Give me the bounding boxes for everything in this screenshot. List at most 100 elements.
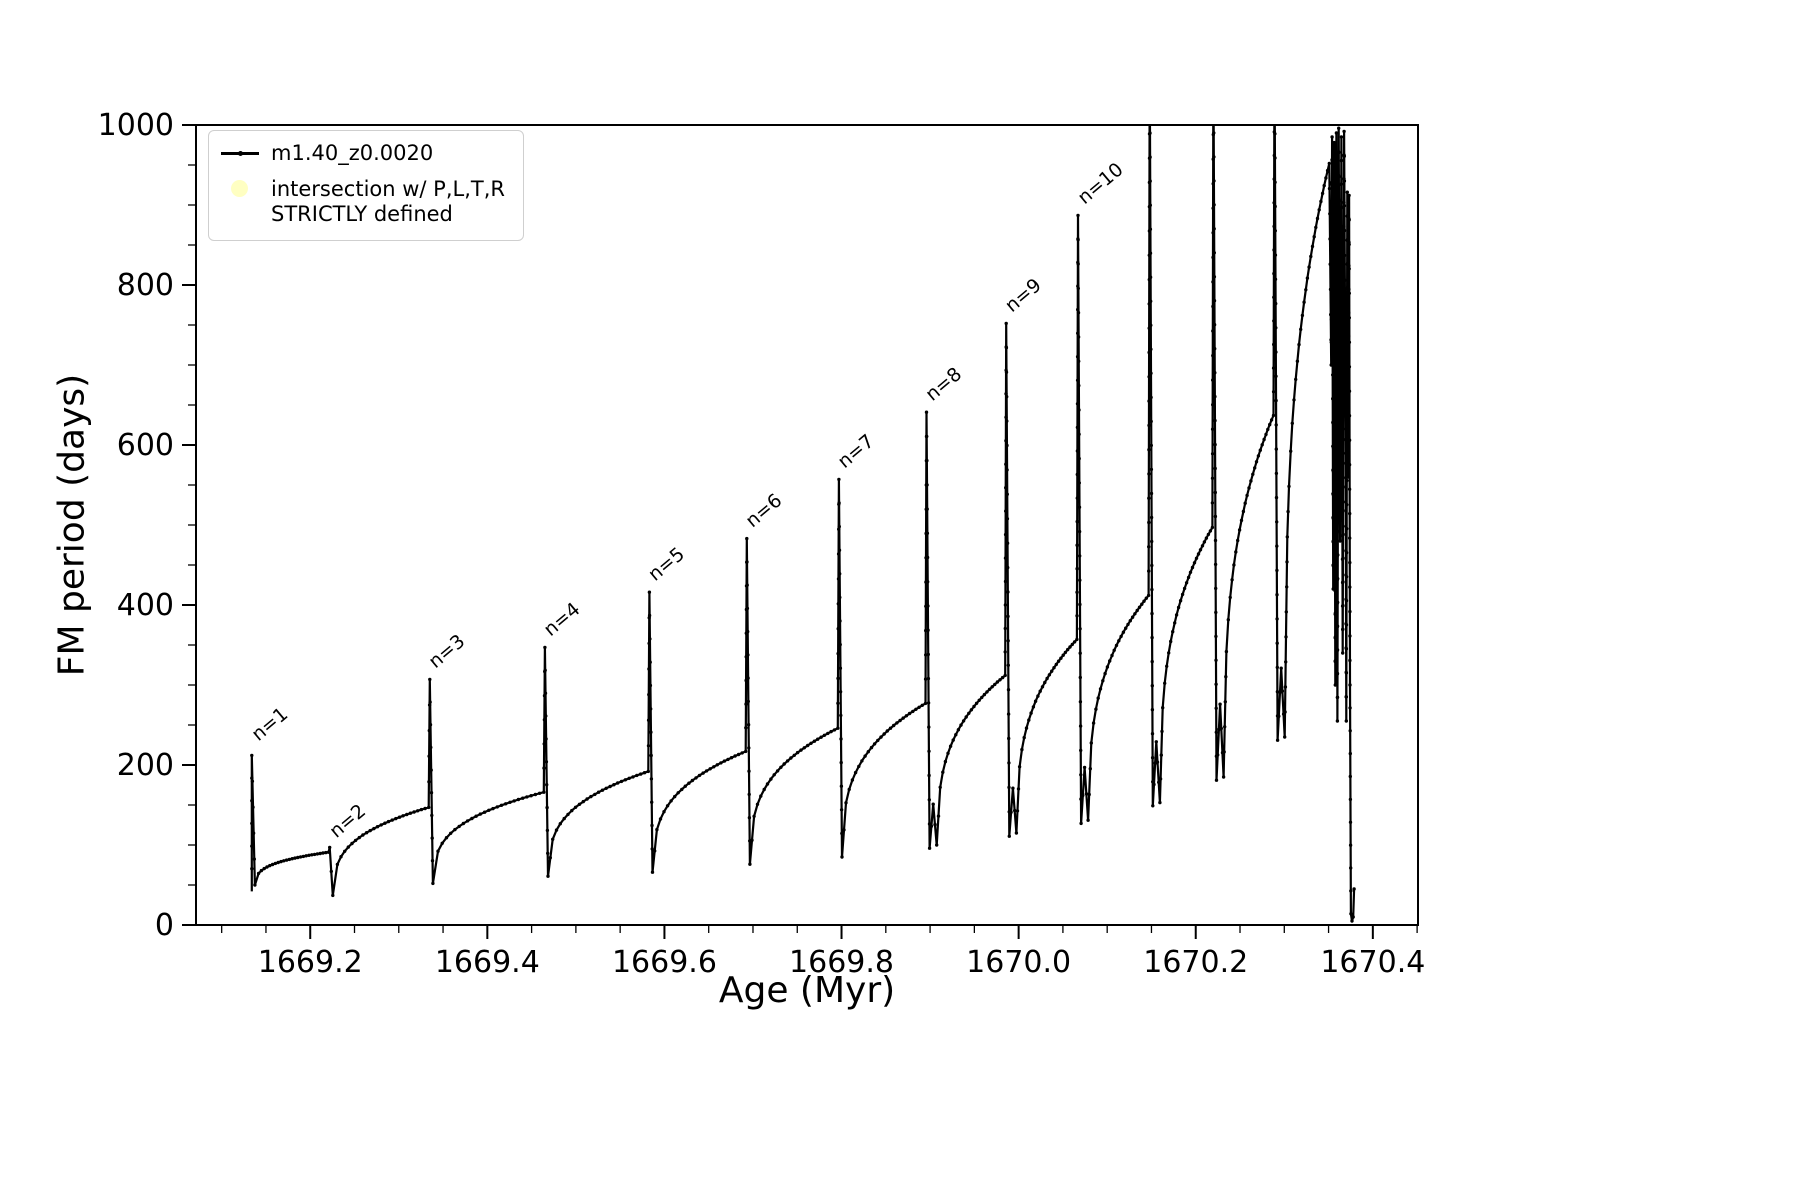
series-marker — [665, 804, 670, 808]
series-marker — [838, 666, 843, 670]
series-marker — [972, 704, 976, 709]
series-marker — [956, 728, 961, 732]
series-marker — [1334, 395, 1338, 399]
series-marker — [1076, 286, 1081, 291]
series-marker — [1105, 665, 1110, 669]
series-marker — [941, 770, 945, 774]
series-marker — [885, 729, 889, 733]
series-marker — [1329, 317, 1334, 322]
series-marker — [925, 507, 929, 511]
series-marker — [1249, 479, 1253, 483]
series-marker — [1128, 619, 1133, 623]
series-marker — [1327, 186, 1332, 191]
series-marker — [1077, 505, 1082, 509]
series-marker — [1054, 662, 1059, 667]
spike-annotation: n=1 — [247, 703, 292, 746]
series-marker — [1339, 349, 1343, 353]
series-marker — [1079, 821, 1083, 826]
y-tick-label: 800 — [117, 268, 174, 303]
y-axis-label: FM period (days) — [51, 373, 93, 677]
series-marker — [1149, 395, 1153, 400]
series-marker — [662, 810, 666, 814]
series-marker — [1273, 83, 1276, 86]
series-marker — [925, 531, 930, 535]
series-marker — [647, 667, 651, 671]
series-marker — [428, 677, 432, 682]
series-marker — [1211, 378, 1215, 382]
series-marker — [745, 583, 749, 587]
series-marker — [1341, 603, 1345, 608]
series-marker — [1253, 466, 1257, 470]
series-marker — [1264, 432, 1268, 437]
series-marker — [1079, 797, 1083, 801]
x-tick-label: 1670.0 — [966, 945, 1071, 980]
series-marker — [1340, 393, 1344, 397]
series-marker — [701, 771, 705, 775]
series-marker — [1345, 527, 1349, 531]
spike-annotation: n=6 — [742, 489, 787, 532]
series-marker — [1186, 575, 1191, 580]
series-marker — [1142, 599, 1146, 603]
series-marker — [1336, 458, 1340, 462]
series-marker — [1211, 304, 1215, 309]
series-marker — [1182, 586, 1187, 591]
series-marker — [1341, 532, 1345, 537]
series-marker — [1273, 59, 1276, 62]
y-tick-label: 200 — [117, 748, 174, 783]
series-marker — [650, 823, 654, 828]
series-marker — [1266, 427, 1270, 432]
series-marker — [1343, 402, 1348, 406]
series-marker — [1214, 730, 1219, 734]
series-marker — [838, 642, 842, 647]
series-marker — [1210, 476, 1215, 480]
series-marker — [1292, 398, 1296, 402]
series-marker — [1341, 580, 1345, 584]
series-marker — [1006, 712, 1011, 716]
series-marker — [655, 827, 659, 832]
series-marker — [1078, 700, 1083, 704]
series-marker — [1343, 377, 1348, 382]
series-marker — [1146, 593, 1151, 598]
series-marker — [430, 813, 434, 818]
series-marker — [383, 821, 387, 825]
series-marker — [1149, 371, 1153, 375]
series-marker — [746, 653, 750, 657]
series-marker — [1334, 419, 1338, 423]
series-marker — [1178, 599, 1183, 603]
series-marker — [1212, 179, 1216, 183]
series-marker — [1332, 282, 1337, 286]
series-marker — [927, 846, 932, 850]
series-marker — [1346, 381, 1351, 385]
series-marker — [1161, 706, 1165, 710]
series-marker — [1243, 501, 1247, 505]
series-marker — [747, 816, 752, 820]
series-marker — [1275, 617, 1279, 621]
series-marker — [1341, 485, 1345, 489]
series-marker — [1211, 280, 1215, 284]
series-marker — [936, 814, 941, 818]
series-marker — [1338, 515, 1342, 519]
series-marker — [857, 764, 861, 769]
series-marker — [545, 828, 550, 833]
series-marker — [1345, 454, 1349, 459]
series-marker — [837, 501, 841, 505]
series-marker — [265, 865, 269, 869]
series-marker — [589, 794, 593, 799]
series-marker — [326, 850, 331, 854]
series-marker — [1152, 782, 1156, 787]
series-marker — [1087, 792, 1091, 797]
series-marker — [836, 651, 840, 656]
series-marker — [1342, 129, 1346, 134]
series-marker — [822, 733, 827, 737]
series-marker — [431, 881, 435, 886]
series-marker — [1332, 306, 1337, 310]
series-marker — [1200, 544, 1205, 548]
series-marker — [1336, 600, 1340, 605]
series-marker — [1328, 212, 1332, 216]
series-marker — [1212, 84, 1215, 87]
series-marker — [819, 735, 823, 739]
series-marker — [1213, 466, 1217, 471]
series-marker — [612, 783, 616, 787]
series-marker — [1006, 614, 1010, 619]
series-marker — [1005, 517, 1010, 521]
